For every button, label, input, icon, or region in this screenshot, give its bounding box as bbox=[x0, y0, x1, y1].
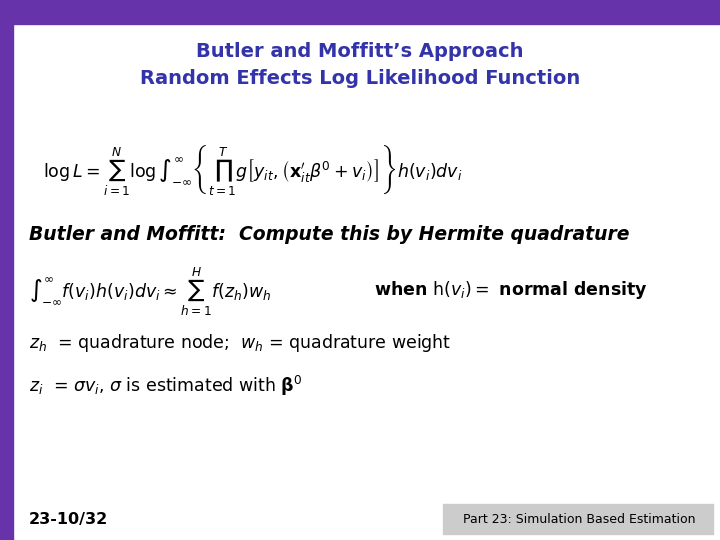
Bar bbox=[0, 0, 720, 24]
Text: Random Effects Log Likelihood Function: Random Effects Log Likelihood Function bbox=[140, 69, 580, 88]
Bar bbox=[443, 504, 713, 534]
Text: Part 23: Simulation Based Estimation: Part 23: Simulation Based Estimation bbox=[464, 513, 696, 526]
Text: $\int_{-\infty}^{\infty} f(v_i)h(v_i)dv_i \approx \sum_{h=1}^{H} f(z_h)w_h$: $\int_{-\infty}^{\infty} f(v_i)h(v_i)dv_… bbox=[29, 265, 271, 318]
Bar bbox=[0, 0, 13, 540]
Text: when $\mathrm{h}(v_i) =$ normal density: when $\mathrm{h}(v_i) =$ normal density bbox=[374, 279, 648, 301]
Text: $z_i$  = $\sigma v_i$, $\sigma$ is estimated with $\mathbf{\beta}^0$: $z_i$ = $\sigma v_i$, $\sigma$ is estima… bbox=[29, 374, 302, 398]
Text: $\log L = \sum_{i=1}^{N} \log \int_{-\infty}^{\infty} \left\{ \prod_{t=1}^{T} g\: $\log L = \sum_{i=1}^{N} \log \int_{-\in… bbox=[43, 142, 463, 198]
Text: $z_h$  = quadrature node;  $w_h$ = quadrature weight: $z_h$ = quadrature node; $w_h$ = quadrat… bbox=[29, 332, 451, 354]
Text: Butler and Moffitt:  Compute this by Hermite quadrature: Butler and Moffitt: Compute this by Herm… bbox=[29, 225, 629, 245]
Text: Butler and Moffitt’s Approach: Butler and Moffitt’s Approach bbox=[197, 42, 523, 61]
Text: 23-10/32: 23-10/32 bbox=[29, 512, 108, 527]
